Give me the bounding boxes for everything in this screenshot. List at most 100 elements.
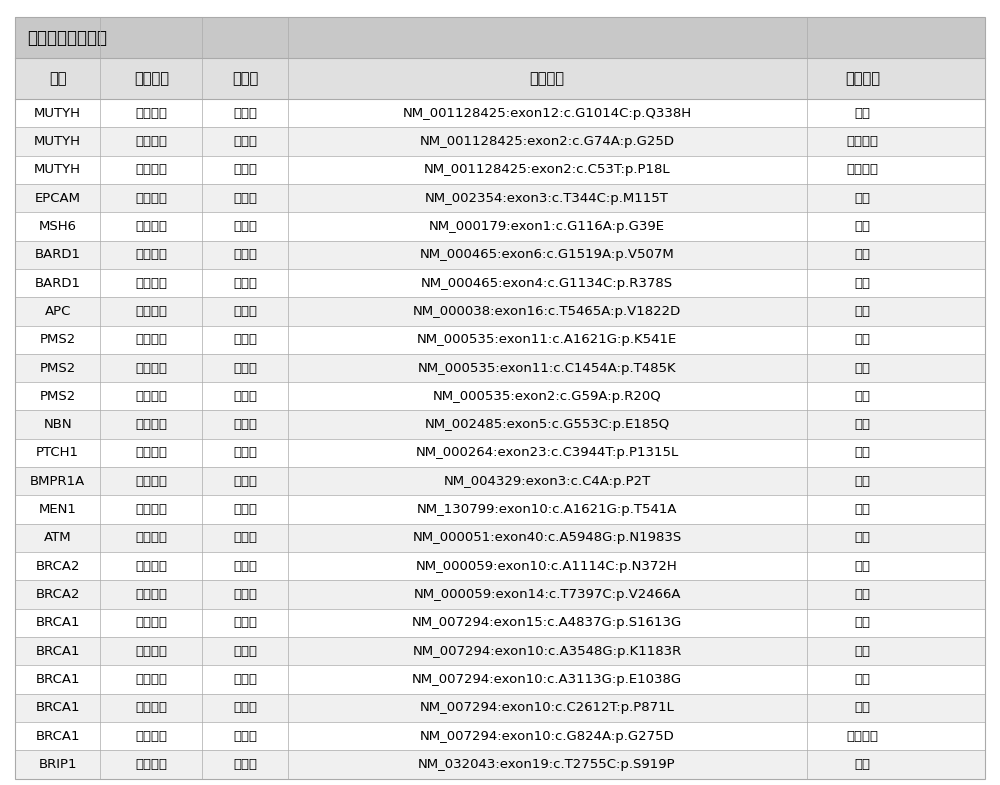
- Bar: [15, 694, 985, 722]
- Text: 错义突变: 错义突变: [135, 135, 167, 148]
- Bar: [15, 609, 985, 637]
- Bar: [15, 411, 985, 439]
- Text: 突变位点: 突变位点: [530, 71, 565, 86]
- Text: 纯合子: 纯合子: [233, 531, 257, 545]
- Text: 良性: 良性: [854, 107, 870, 119]
- Text: 错义突变: 错义突变: [135, 475, 167, 487]
- Text: 可能良性: 可能良性: [846, 135, 878, 148]
- Text: 错义突变: 错义突变: [135, 758, 167, 771]
- Text: 纯合子: 纯合子: [233, 588, 257, 601]
- Text: 错义突变: 错义突变: [135, 418, 167, 431]
- Text: 杂合子: 杂合子: [233, 362, 257, 374]
- Text: 胚系突变检测结果: 胚系突变检测结果: [27, 29, 107, 46]
- Text: 良性: 良性: [854, 192, 870, 205]
- Text: 纯合子: 纯合子: [233, 616, 257, 630]
- Text: NM_007294:exon15:c.A4837G:p.S1613G: NM_007294:exon15:c.A4837G:p.S1613G: [412, 616, 682, 630]
- Text: 错义突变: 错义突变: [135, 588, 167, 601]
- Text: 错义突变: 错义突变: [135, 305, 167, 318]
- Bar: [15, 326, 985, 354]
- Text: 纯合子: 纯合子: [233, 107, 257, 119]
- Bar: [15, 524, 985, 552]
- Text: NM_000038:exon16:c.T5465A:p.V1822D: NM_000038:exon16:c.T5465A:p.V1822D: [413, 305, 681, 318]
- Text: NM_007294:exon10:c.A3113G:p.E1038G: NM_007294:exon10:c.A3113G:p.E1038G: [412, 673, 682, 686]
- Text: NM_000465:exon4:c.G1134C:p.R378S: NM_000465:exon4:c.G1134C:p.R378S: [421, 276, 673, 290]
- Text: EPCAM: EPCAM: [35, 192, 81, 205]
- Text: NBN: NBN: [43, 418, 72, 431]
- Text: 良性: 良性: [854, 475, 870, 487]
- Text: 良性: 良性: [854, 362, 870, 374]
- Text: MUTYH: MUTYH: [34, 135, 81, 148]
- Text: NM_002485:exon5:c.G553C:p.E185Q: NM_002485:exon5:c.G553C:p.E185Q: [424, 418, 670, 431]
- Text: 杂合子: 杂合子: [233, 220, 257, 233]
- Text: 基因型: 基因型: [232, 71, 258, 86]
- Text: NM_130799:exon10:c.A1621G:p.T541A: NM_130799:exon10:c.A1621G:p.T541A: [417, 503, 677, 516]
- Bar: [15, 184, 985, 212]
- Bar: [15, 666, 985, 694]
- Text: BRCA1: BRCA1: [35, 730, 80, 743]
- Bar: [15, 750, 985, 779]
- Text: NM_000051:exon40:c.A5948G:p.N1983S: NM_000051:exon40:c.A5948G:p.N1983S: [412, 531, 682, 545]
- Text: NM_000535:exon2:c.G59A:p.R20Q: NM_000535:exon2:c.G59A:p.R20Q: [433, 390, 661, 403]
- Text: NM_000179:exon1:c.G116A:p.G39E: NM_000179:exon1:c.G116A:p.G39E: [429, 220, 665, 233]
- Text: BRCA1: BRCA1: [35, 702, 80, 714]
- Bar: [15, 439, 985, 467]
- Text: 良性: 良性: [854, 418, 870, 431]
- Text: 良性: 良性: [854, 248, 870, 261]
- Text: 错义突变: 错义突变: [135, 531, 167, 545]
- Text: PMS2: PMS2: [40, 362, 76, 374]
- Text: NM_032043:exon19:c.T2755C:p.S919P: NM_032043:exon19:c.T2755C:p.S919P: [418, 758, 676, 771]
- Text: NM_007294:exon10:c.A3548G:p.K1183R: NM_007294:exon10:c.A3548G:p.K1183R: [412, 644, 682, 658]
- Text: 纯合子: 纯合子: [233, 305, 257, 318]
- Text: 错义突变: 错义突变: [135, 163, 167, 176]
- Bar: [15, 298, 985, 326]
- Text: 错义突变: 错义突变: [135, 276, 167, 290]
- Text: 杂合子: 杂合子: [233, 276, 257, 290]
- Text: 错义突变: 错义突变: [135, 447, 167, 459]
- Text: NM_000535:exon11:c.C1454A:p.T485K: NM_000535:exon11:c.C1454A:p.T485K: [418, 362, 676, 374]
- Text: NM_000059:exon10:c.A1114C:p.N372H: NM_000059:exon10:c.A1114C:p.N372H: [416, 560, 678, 573]
- Text: NM_001128425:exon12:c.G1014C:p.Q338H: NM_001128425:exon12:c.G1014C:p.Q338H: [402, 107, 692, 119]
- Text: 杂合子: 杂合子: [233, 730, 257, 743]
- Text: 错义突变: 错义突变: [135, 390, 167, 403]
- Bar: [15, 268, 985, 298]
- Text: 错义突变: 错义突变: [135, 192, 167, 205]
- Bar: [15, 127, 985, 155]
- Bar: [15, 354, 985, 382]
- Text: 良性: 良性: [854, 447, 870, 459]
- Text: BRCA1: BRCA1: [35, 673, 80, 686]
- Text: 错义突变: 错义突变: [135, 220, 167, 233]
- Text: 杂合子: 杂合子: [233, 163, 257, 176]
- Text: BRCA1: BRCA1: [35, 644, 80, 658]
- Text: 良性: 良性: [854, 333, 870, 346]
- Text: 良性: 良性: [854, 390, 870, 403]
- Text: 良性: 良性: [854, 220, 870, 233]
- Text: MUTYH: MUTYH: [34, 107, 81, 119]
- Text: 杂合子: 杂合子: [233, 248, 257, 261]
- Text: 突变类型: 突变类型: [134, 71, 169, 86]
- Text: NM_007294:exon10:c.G824A:p.G275D: NM_007294:exon10:c.G824A:p.G275D: [420, 730, 674, 743]
- Text: ATM: ATM: [44, 531, 71, 545]
- Text: 良性: 良性: [854, 588, 870, 601]
- Text: 错义突变: 错义突变: [135, 248, 167, 261]
- Text: NM_004329:exon3:c.C4A:p.P2T: NM_004329:exon3:c.C4A:p.P2T: [443, 475, 651, 487]
- Text: NM_001128425:exon2:c.G74A:p.G25D: NM_001128425:exon2:c.G74A:p.G25D: [420, 135, 675, 148]
- Text: 纯合子: 纯合子: [233, 644, 257, 658]
- Text: 杂合子: 杂合子: [233, 560, 257, 573]
- Bar: [15, 240, 985, 269]
- Text: 杂合子: 杂合子: [233, 447, 257, 459]
- Text: NM_007294:exon10:c.C2612T:p.P871L: NM_007294:exon10:c.C2612T:p.P871L: [420, 702, 674, 714]
- Text: NM_002354:exon3:c.T344C:p.M115T: NM_002354:exon3:c.T344C:p.M115T: [425, 192, 669, 205]
- Text: 良性: 良性: [854, 644, 870, 658]
- Bar: [15, 552, 985, 580]
- Text: PMS2: PMS2: [40, 390, 76, 403]
- Bar: [15, 637, 985, 666]
- Text: PMS2: PMS2: [40, 333, 76, 346]
- Text: BRIP1: BRIP1: [38, 758, 77, 771]
- Text: 纯合子: 纯合子: [233, 192, 257, 205]
- Bar: [15, 155, 985, 184]
- Text: 错义突变: 错义突变: [135, 362, 167, 374]
- Text: 良性: 良性: [854, 560, 870, 573]
- Text: BRCA2: BRCA2: [35, 588, 80, 601]
- Text: 良性: 良性: [854, 616, 870, 630]
- Text: BMPR1A: BMPR1A: [30, 475, 85, 487]
